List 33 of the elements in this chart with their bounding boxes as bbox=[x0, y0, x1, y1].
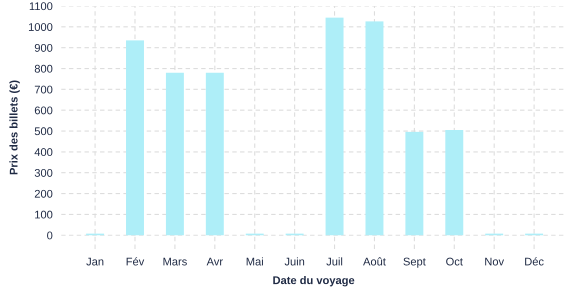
x-tick-label: Déc bbox=[525, 257, 544, 266]
bar bbox=[405, 132, 424, 236]
x-tick-label: Août bbox=[363, 257, 386, 266]
x-tick-label: Nov bbox=[485, 258, 504, 266]
bar bbox=[445, 130, 464, 236]
bar bbox=[166, 72, 184, 236]
y-tick-label: 1000 bbox=[28, 23, 52, 31]
bar bbox=[126, 40, 144, 236]
x-tick-label: Avr bbox=[206, 258, 223, 266]
x-tick-label: Oct bbox=[446, 258, 463, 266]
bar bbox=[206, 72, 224, 236]
y-tick-label: 800 bbox=[34, 64, 52, 73]
x-axis-title: Date du voyage bbox=[273, 276, 354, 286]
y-tick-label: 1100 bbox=[30, 2, 52, 10]
x-tick-label: Mai bbox=[246, 257, 263, 266]
bar bbox=[365, 21, 384, 236]
x-tick-label: Juin bbox=[284, 257, 304, 266]
y-tick-label: 0 bbox=[47, 232, 52, 240]
x-tick-label: Mars bbox=[163, 258, 187, 266]
x-tick-label: Juil bbox=[326, 257, 342, 266]
y-tick-label: 400 bbox=[34, 148, 52, 156]
y-tick-label: 200 bbox=[34, 190, 52, 198]
y-tick-label: 500 bbox=[34, 127, 52, 136]
x-tick-label: Sept bbox=[403, 258, 426, 268]
y-tick-label: 100 bbox=[35, 210, 52, 219]
bar bbox=[326, 18, 344, 236]
x-tick-label: Fév bbox=[126, 257, 144, 266]
y-tick-label: 300 bbox=[34, 168, 52, 177]
y-axis-title: Prix des billets (€) bbox=[9, 80, 20, 174]
y-tick-label: 700 bbox=[34, 86, 52, 94]
x-tick-label: Jan bbox=[86, 258, 104, 266]
y-tick-label: 600 bbox=[34, 106, 52, 114]
y-tick-label: 900 bbox=[34, 44, 52, 52]
